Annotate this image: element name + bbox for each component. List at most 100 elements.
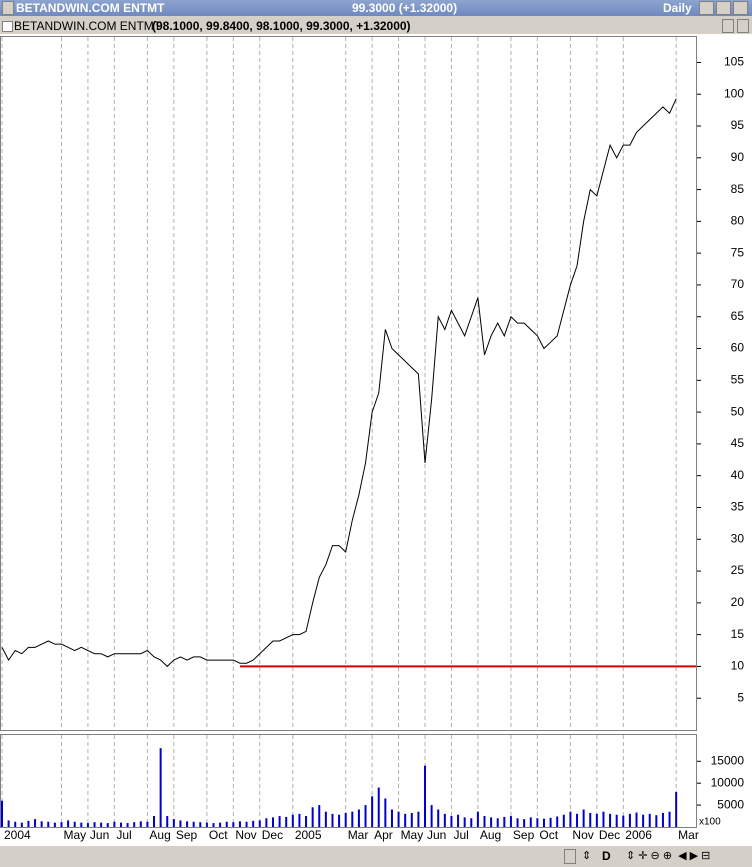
volume-bar <box>305 816 308 827</box>
volume-bar <box>166 816 169 827</box>
chart: x100 5 10 15 20 25 30 35 40 45 50 55 60 65 70 75 80 85 90… <box>0 34 752 846</box>
volume-bar <box>232 822 235 827</box>
x-tick-label: Nov <box>572 828 593 842</box>
volume-bar <box>622 815 625 827</box>
volume-bar <box>470 818 473 827</box>
x-tick-label: Dec <box>262 828 283 842</box>
x-tick-label: May <box>63 828 86 842</box>
close-button[interactable] <box>733 1 748 15</box>
volume-bar <box>86 823 89 827</box>
volume-bar <box>311 807 314 827</box>
y-tick-label: 65 <box>731 309 745 323</box>
y-tick-label: 35 <box>731 500 745 514</box>
panel-close[interactable] <box>737 19 749 33</box>
scroll-left[interactable] <box>564 849 576 864</box>
volume-bar <box>655 815 658 827</box>
volume-bar <box>106 823 109 827</box>
series-name: BETANDWIN.COM ENTMT <box>14 19 162 33</box>
volume-bar <box>609 813 612 827</box>
x-tick-label: 2006 <box>625 828 652 842</box>
y-tick-label: 5000 <box>717 797 744 811</box>
window-icon[interactable] <box>2 1 14 15</box>
volume-bar <box>642 814 645 827</box>
volume-bar <box>576 813 579 827</box>
volume-bar <box>338 814 341 827</box>
volume-bar <box>628 813 631 827</box>
x-tick-label: Jul <box>453 828 468 842</box>
volume-bar <box>73 821 76 827</box>
volume-bar <box>529 817 532 827</box>
x-tick-label: Apr <box>374 828 393 842</box>
volume-bar <box>648 813 651 827</box>
volume-bar <box>351 811 354 827</box>
x-tick-label: Aug <box>149 828 170 842</box>
y-tick-label: 15000 <box>711 753 745 767</box>
last-quote: 99.3000 (+1.32000) <box>352 1 458 15</box>
info-bar: BETANDWIN.COM ENTMT (98.1000, 99.8400, 9… <box>0 18 752 34</box>
window-title: BETANDWIN.COM ENTMT <box>16 1 165 15</box>
volume-bar <box>238 821 241 827</box>
panel-button[interactable] <box>722 19 734 33</box>
x-tick-label: Sep <box>513 828 535 842</box>
y-tick-label: 25 <box>731 563 745 577</box>
volume-bar <box>27 820 30 827</box>
y-tick-label: 10 <box>731 659 745 673</box>
volume-bar <box>404 813 407 827</box>
volume-bar <box>14 821 17 827</box>
volume-bar <box>291 814 294 827</box>
volume-bar <box>410 812 413 827</box>
volume-bar <box>318 805 321 827</box>
volume-bar <box>219 822 222 827</box>
volume-bar <box>331 813 334 827</box>
x-tick-label: Mar <box>348 828 369 842</box>
volume-bar <box>371 796 374 827</box>
x-tick-label: Nov <box>235 828 256 842</box>
volume-bar <box>172 819 175 827</box>
volume-bar <box>113 821 116 827</box>
volume-bar <box>476 811 479 827</box>
y-tick-label: 100 <box>724 86 744 100</box>
volume-bar <box>139 821 142 827</box>
volume-bar <box>60 822 63 827</box>
volume-bar <box>602 811 605 827</box>
volume-bar <box>205 822 208 827</box>
x-tick-label: Aug <box>480 828 501 842</box>
volume-bar <box>133 822 136 827</box>
volume-bar <box>675 791 678 827</box>
y-tick-label: 20 <box>731 595 745 609</box>
series-toggle[interactable] <box>2 21 13 32</box>
x-tick-label: Dec <box>599 828 620 842</box>
volume-bar <box>556 816 559 827</box>
ohlc-values: (98.1000, 99.8400, 98.1000, 99.3000, +1.… <box>152 19 411 33</box>
volume-bar <box>516 818 519 827</box>
volume-bar <box>457 814 460 827</box>
y-tick-label: 55 <box>731 372 745 386</box>
y-tick-label: 95 <box>731 118 745 132</box>
y-tick-label: 10000 <box>711 775 745 789</box>
volume-bar <box>661 812 664 827</box>
volume-bar <box>245 821 248 827</box>
period: Daily <box>663 1 692 15</box>
volume-bar <box>212 823 215 827</box>
maximize-button[interactable] <box>716 1 731 15</box>
y-tick-label: 90 <box>731 150 745 164</box>
volume-bar <box>549 817 552 827</box>
x-tick-label: Jul <box>116 828 131 842</box>
volume-bar <box>258 820 261 827</box>
period-button[interactable]: D <box>602 849 611 863</box>
volume-bar <box>595 813 598 827</box>
bottom-toolbar: ⇕ D ⇕ ✛ ⊖ ⊕ ◀ ▶ ⊟ <box>0 846 752 867</box>
volume-bar <box>20 822 23 827</box>
volume-bar <box>159 748 162 827</box>
price-line <box>1 98 677 668</box>
volume-bar <box>192 821 195 827</box>
volume-bar <box>199 822 202 827</box>
y-tick-label: 80 <box>731 214 745 228</box>
y-tick-label: 105 <box>724 55 744 69</box>
volume-scale: x100 <box>699 817 721 828</box>
volume-bar <box>384 798 387 827</box>
volume-bar <box>483 816 486 827</box>
chart-background <box>0 34 752 846</box>
minimize-button[interactable] <box>699 1 714 15</box>
volume-bar <box>179 820 182 827</box>
